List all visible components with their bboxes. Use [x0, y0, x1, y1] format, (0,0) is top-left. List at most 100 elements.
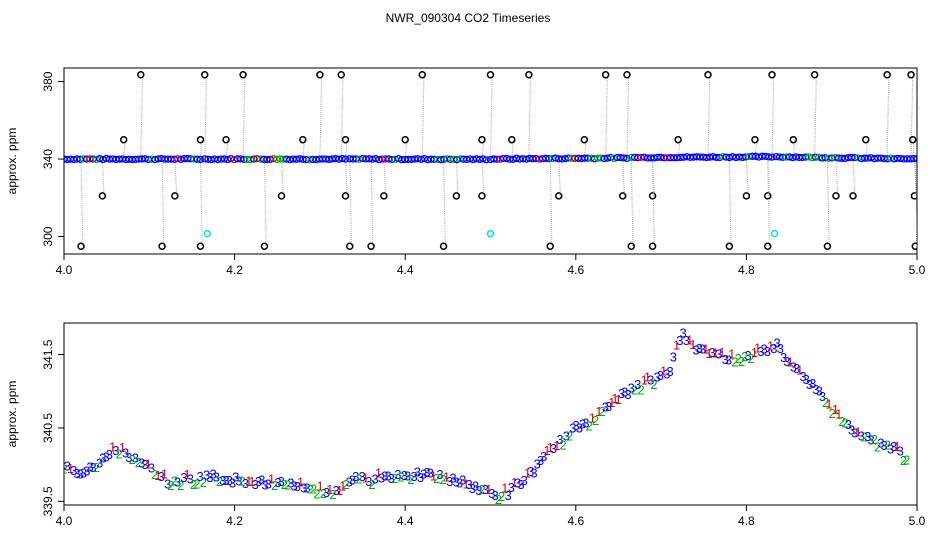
series-marker-2: 2	[239, 474, 246, 489]
outlier-point-bottom	[196, 242, 205, 250]
series-marker-3: 3	[654, 370, 661, 385]
drop-line	[826, 159, 830, 247]
outlier-point-low	[478, 192, 486, 200]
drop-line	[549, 159, 553, 247]
series-marker-3: 3	[757, 344, 764, 359]
series-marker-1: 1	[547, 440, 554, 455]
series-marker-3: 3	[235, 473, 242, 488]
series-marker-3: 3	[709, 345, 716, 360]
series-marker-1: 1	[161, 466, 168, 481]
series-marker-1: 1	[268, 471, 275, 486]
drop-line	[528, 74, 532, 160]
series-marker-3: 3	[618, 386, 625, 401]
trace-point	[768, 153, 776, 161]
series-marker-3: 3	[602, 400, 609, 415]
trace-point	[600, 154, 608, 163]
series-marker-1: 1	[660, 363, 667, 378]
drop-line	[340, 74, 344, 160]
trace-point	[738, 153, 747, 162]
series-marker-1: 1	[611, 391, 618, 406]
series-marker-3: 3	[122, 445, 129, 460]
series-marker-1: 1	[67, 461, 74, 476]
series-marker-2: 2	[281, 477, 288, 492]
outlier-point-high	[486, 71, 495, 79]
series-marker-3: 3	[141, 457, 148, 472]
series-marker-3: 3	[138, 455, 145, 470]
bottom-x-tick-label: 4.2	[226, 514, 243, 528]
series-marker-2: 2	[498, 489, 505, 504]
series-marker-1: 1	[689, 337, 696, 352]
series-marker-1: 1	[615, 392, 622, 407]
drop-line	[383, 159, 387, 196]
drop-line	[344, 159, 348, 196]
series-marker-2: 2	[874, 440, 881, 455]
outlier-point-mid	[196, 135, 205, 144]
series-marker-3: 3	[556, 432, 563, 447]
series-marker-3: 3	[206, 470, 213, 485]
series-marker-2: 2	[479, 482, 486, 497]
trace-point	[623, 154, 631, 163]
series-marker-2: 2	[407, 472, 414, 487]
series-marker-3: 3	[657, 368, 664, 383]
trace-point	[193, 155, 201, 163]
series-marker-3: 3	[103, 449, 110, 464]
series-marker-1: 1	[893, 439, 900, 454]
top-y-tick-label: 340	[41, 149, 55, 169]
trace-point	[765, 153, 773, 161]
series-marker-3: 3	[436, 467, 443, 482]
series-marker-3: 3	[274, 475, 281, 490]
drop-line	[914, 159, 917, 247]
series-marker-3: 3	[427, 465, 434, 480]
bottom-plot-frame	[63, 322, 918, 506]
series-marker-1: 1	[728, 346, 735, 361]
series-marker-3: 3	[197, 469, 204, 484]
trace-point	[851, 153, 859, 162]
series-marker-3: 3	[877, 436, 884, 451]
series-marker-3: 3	[816, 384, 823, 399]
series-marker-3: 3	[482, 482, 489, 497]
outlier-point-mid	[674, 135, 682, 144]
outlier-point-bottom	[77, 242, 85, 250]
series-marker-1: 1	[145, 456, 152, 471]
trace-point	[151, 155, 159, 164]
series-marker-3: 3	[372, 472, 379, 487]
drop-line	[174, 159, 178, 196]
series-marker-3: 3	[401, 468, 408, 483]
series-marker-2: 2	[128, 452, 135, 467]
trace-point	[811, 153, 820, 161]
drop-line	[910, 74, 914, 160]
outlier-point-bottom	[823, 242, 832, 250]
drop-line	[281, 159, 284, 196]
series-marker-1: 1	[712, 346, 719, 361]
outlier-point-mid	[478, 135, 486, 144]
top-x-tick-label: 4.4	[397, 263, 414, 277]
outlier-point-mid	[908, 135, 917, 144]
series-marker-3: 3	[349, 473, 356, 488]
series-marker-2: 2	[355, 472, 362, 487]
bottom-y-tick-label: 341.5	[41, 339, 55, 369]
series-marker-3: 3	[226, 473, 233, 488]
outlier-point-low	[910, 192, 917, 200]
series-marker-1: 1	[154, 468, 161, 483]
series-marker-1: 1	[786, 354, 793, 369]
series-marker-3: 3	[242, 476, 249, 491]
outlier-point-low	[618, 192, 627, 200]
series-marker-3: 3	[475, 483, 482, 498]
outlier-point-high	[316, 71, 324, 79]
series-marker-1: 1	[702, 341, 709, 356]
series-marker-1: 1	[796, 363, 803, 378]
series-marker-1: 1	[686, 333, 693, 348]
series-marker-2: 2	[598, 404, 605, 419]
drop-line	[622, 159, 625, 196]
top-x-tick-label: 4.6	[567, 263, 584, 277]
drop-line	[886, 74, 890, 160]
series-marker-2: 2	[167, 478, 174, 493]
series-marker-3: 3	[70, 463, 77, 478]
bottom-y-axis-label: approx. ppm	[5, 381, 19, 448]
series-marker-3: 3	[683, 333, 690, 348]
series-marker-2: 2	[216, 474, 223, 489]
outlier-point-high	[239, 71, 247, 79]
series-marker-3: 3	[148, 460, 155, 475]
series-marker-1: 1	[501, 480, 508, 495]
series-marker-1: 1	[644, 369, 651, 384]
